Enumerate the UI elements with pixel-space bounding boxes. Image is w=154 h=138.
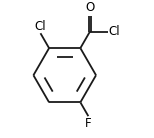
- Text: Cl: Cl: [108, 25, 120, 38]
- Text: Cl: Cl: [35, 20, 46, 33]
- Text: O: O: [85, 2, 95, 14]
- Text: F: F: [85, 117, 92, 130]
